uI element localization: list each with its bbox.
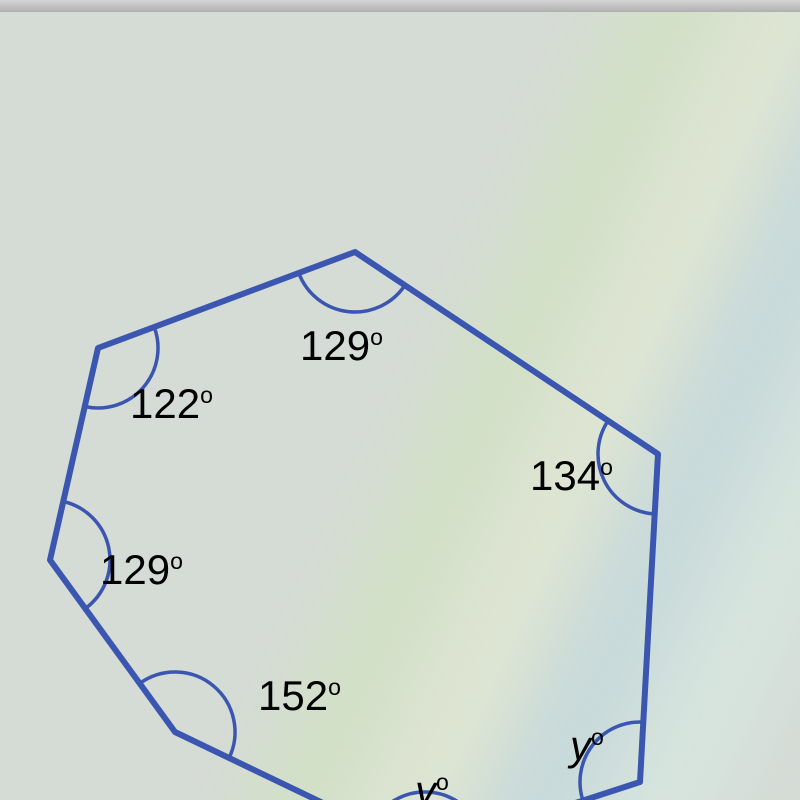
- window-titlebar-gradient: [0, 0, 800, 12]
- angle-label-129-left: 129o: [100, 546, 183, 594]
- diagram-canvas: 129o 122o 129o 152o 134o yo yo: [0, 12, 800, 800]
- angle-label-152: 152o: [258, 672, 341, 720]
- polygon-svg: [0, 12, 800, 800]
- angle-label-129-top: 129o: [300, 322, 383, 370]
- angle-label-y-bottom: yo: [415, 767, 449, 800]
- angle-label-y-right: yo: [570, 722, 604, 770]
- angle-label-134: 134o: [530, 452, 613, 500]
- angle-label-122: 122o: [130, 380, 213, 428]
